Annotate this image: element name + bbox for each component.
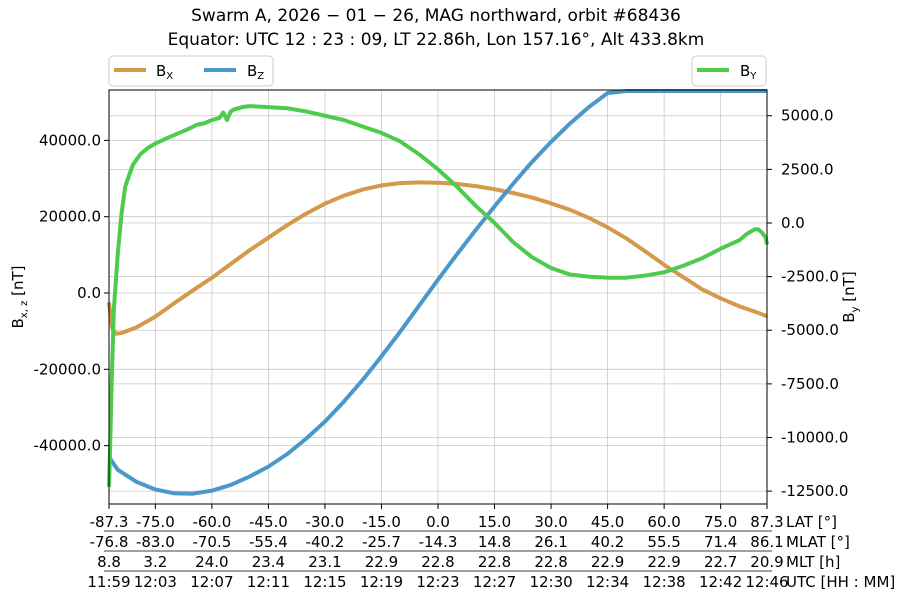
x-row-3-tick-label: 12:30 [529,573,572,591]
x-row-0-tick-label: -45.0 [249,513,288,531]
x-row-3-tick-label: 12:38 [642,573,685,591]
series-by-line [107,104,769,487]
x-row-2-tick-label: 22.7 [704,553,737,571]
y-axis-left-label: Bx, z [nT] [9,266,30,329]
x-row-1-tick-label: -70.5 [192,533,231,551]
legend-by-label: BY [740,62,757,82]
x-row-2-tick-label: 22.8 [534,553,567,571]
legend-left: BX BZ [108,55,274,87]
x-row-1-tick-label: 71.4 [704,533,737,551]
y-axis-right-label: By [nT] [840,271,861,322]
x-row-2-tick-label: 23.4 [252,553,285,571]
x-row-2-label: MLT [h] [786,553,840,571]
x-row-1-tick-label: 14.8 [478,533,511,551]
chart-title-line2: Equator: UTC 12 : 23 : 09, LT 22.86h, Lo… [168,30,705,50]
x-row-1-tick-label: -25.7 [362,533,401,551]
right-axis-ticks: -12500.0 -10000.0 -7500.0 -5000.0 -2500.0 0.0… [767,107,848,500]
x-axis-rows: -87.3 -75.0 -60.0 -45.0 -30.0 -15.0 0.0 15.0 30.… [87,504,895,591]
chart-title-line1: Swarm A, 2026 − 01 − 26, MAG northward, … [191,6,681,26]
x-row-3-tick-label: 12:46 [745,573,788,591]
x-row-3-tick-label: 11:59 [87,573,130,591]
x-row-2-tick-label: 22.9 [365,553,398,571]
left-tick-label: 0.0 [77,284,101,302]
x-row-1-label: MLAT [°] [786,533,850,551]
legend-right: BY [691,55,767,87]
x-row-0-tick-label: -87.3 [90,513,129,531]
x-row-1-tick-label: -14.3 [419,533,458,551]
x-row-1-tick-label: -40.2 [306,533,345,551]
x-row-2-tick-label: 3.2 [143,553,167,571]
x-row-3-tick-label: 12:34 [586,573,629,591]
x-row-2-tick-label: 8.8 [97,553,121,571]
right-tick-label: -2500.0 [781,268,839,286]
x-row-3-label: UTC [HH : MM] [786,573,895,591]
left-axis-ticks: -40000.0 -20000.0 0.0 20000.0 40000.0 [34,131,109,455]
right-tick-label: 0.0 [781,214,805,232]
x-row-1-tick-label: 55.5 [647,533,680,551]
x-row-3-tick-label: 12:19 [360,573,403,591]
x-row-0-tick-label: 87.3 [750,513,783,531]
x-row-3-tick-label: 12:23 [416,573,459,591]
right-tick-label: 5000.0 [781,107,834,125]
x-row-0-tick-label: 60.0 [647,513,680,531]
left-tick-label: -20000.0 [34,360,101,378]
x-row-2-tick-label: 23.1 [308,553,341,571]
x-row-2-tick-label: 22.8 [478,553,511,571]
series-bz-line [107,89,767,496]
left-tick-label: 20000.0 [39,208,101,226]
series-bx-line [107,180,768,336]
x-row-3-tick-label: 12:42 [699,573,742,591]
x-row-0-tick-label: -30.0 [306,513,345,531]
x-row-1-tick-label: 40.2 [591,533,624,551]
right-tick-label: 2500.0 [781,160,834,178]
x-row-0-label: LAT [°] [786,513,837,531]
x-row-1-tick-label: 86.1 [750,533,783,551]
right-tick-label: -5000.0 [781,321,839,339]
series-layer [107,89,769,496]
left-tick-label: -40000.0 [34,437,101,455]
x-row-2-tick-label: 24.0 [195,553,228,571]
legend-bz-label: BZ [247,62,264,82]
x-row-1-tick-label: -55.4 [249,533,288,551]
x-row-1-tick-label: -76.8 [90,533,129,551]
x-row-0-tick-label: -60.0 [192,513,231,531]
x-row-1-tick-label: -83.0 [136,533,175,551]
x-row-0-tick-label: 45.0 [591,513,624,531]
legend-bx-label: BX [156,62,173,82]
x-row-0-tick-label: 0.0 [426,513,450,531]
x-row-0-tick-label: 15.0 [478,513,511,531]
x-row-2-tick-label: 22.8 [421,553,454,571]
x-row-2-tick-label: 20.9 [750,553,783,571]
x-row-3-tick-label: 12:03 [134,573,177,591]
right-tick-label: -10000.0 [781,429,848,447]
x-row-1-tick-label: 26.1 [534,533,567,551]
x-row-3-tick-label: 12:27 [473,573,516,591]
right-tick-label: -7500.0 [781,375,839,393]
x-row-3-tick-label: 12:07 [190,573,233,591]
right-tick-label: -12500.0 [781,482,848,500]
x-row-3-tick-label: 12:11 [247,573,290,591]
x-row-2-tick-label: 22.9 [647,553,680,571]
grid [108,90,768,504]
x-row-2-tick-label: 22.9 [591,553,624,571]
x-row-3-tick-label: 12:15 [303,573,346,591]
x-row-0-tick-label: -15.0 [362,513,401,531]
x-row-0-tick-label: 30.0 [534,513,567,531]
x-row-0-tick-label: -75.0 [136,513,175,531]
x-row-0-tick-label: 75.0 [704,513,737,531]
left-tick-label: 40000.0 [39,131,101,149]
